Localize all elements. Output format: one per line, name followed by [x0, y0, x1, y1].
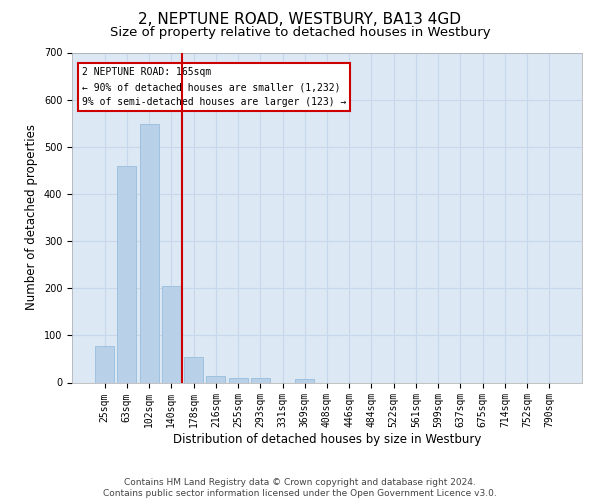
Bar [295, 378, 314, 382]
Bar [140, 124, 158, 382]
Bar [229, 378, 248, 382]
Bar [251, 378, 270, 382]
Text: Contains HM Land Registry data © Crown copyright and database right 2024.
Contai: Contains HM Land Registry data © Crown c… [103, 478, 497, 498]
Bar [118, 166, 136, 382]
Bar [95, 346, 114, 383]
Bar [162, 286, 181, 382]
Bar [184, 356, 203, 382]
X-axis label: Distribution of detached houses by size in Westbury: Distribution of detached houses by size … [173, 433, 481, 446]
Text: Size of property relative to detached houses in Westbury: Size of property relative to detached ho… [110, 26, 490, 39]
Bar [206, 376, 225, 382]
Text: 2 NEPTUNE ROAD: 165sqm
← 90% of detached houses are smaller (1,232)
9% of semi-d: 2 NEPTUNE ROAD: 165sqm ← 90% of detached… [82, 68, 347, 107]
Y-axis label: Number of detached properties: Number of detached properties [25, 124, 38, 310]
Text: 2, NEPTUNE ROAD, WESTBURY, BA13 4GD: 2, NEPTUNE ROAD, WESTBURY, BA13 4GD [139, 12, 461, 28]
